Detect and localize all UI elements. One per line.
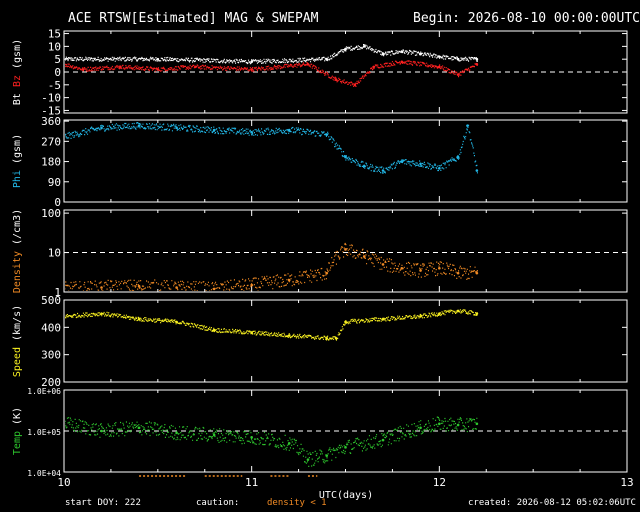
x-tick-label: 13	[620, 476, 633, 489]
y-tick-label: 1.0E+04	[27, 469, 61, 478]
panel-phi: 360 270 180 90 0 Phi (gsm)	[12, 115, 628, 209]
data-point	[212, 433, 216, 437]
series-scatter	[65, 122, 478, 174]
data-point	[137, 124, 141, 127]
y-tick-label: 1.0E+05	[27, 428, 61, 437]
panel-frame	[63, 299, 628, 383]
y-axis-label: Density (/cm3)	[12, 209, 23, 293]
y-axis-label-part: (K)	[12, 407, 23, 431]
data-point	[344, 248, 347, 251]
y-tick-label: -10	[41, 92, 61, 105]
y-tick-label: 10	[48, 40, 61, 53]
series-scatter	[65, 60, 478, 87]
y-tick-label: 10	[48, 247, 61, 260]
series-scatter	[65, 309, 478, 341]
y-tick-label: 1.0E+06	[27, 387, 61, 396]
series-density	[65, 242, 479, 291]
y-tick-label: 100	[41, 207, 61, 220]
data-point	[100, 286, 103, 289]
y-tick-label: 500	[41, 294, 61, 307]
data-point	[137, 284, 141, 288]
y-axis-label: Speed (km/s)	[12, 305, 23, 377]
data-point	[419, 162, 422, 166]
y-tick-label: 15	[48, 28, 61, 41]
y-tick-label: 5	[54, 53, 61, 66]
y-axis-label-part: Temp	[12, 431, 23, 455]
data-point	[438, 266, 441, 270]
panel-frame	[63, 119, 628, 203]
series-bt	[65, 44, 479, 65]
begin-time: Begin: 2026-08-10 00:00:00UTC	[413, 11, 640, 26]
y-axis-label: Bt Bz (gsm)	[12, 39, 23, 105]
series-scatter	[65, 242, 478, 291]
y-axis-label: Temp (K)	[12, 407, 23, 455]
y-axis-label-part: Bz	[12, 75, 23, 93]
x-tick-label: 11	[245, 476, 258, 489]
series-scatter	[65, 416, 478, 467]
panel-frame	[63, 209, 628, 293]
data-point	[65, 136, 66, 138]
start-doy: start DOY: 222	[65, 498, 141, 508]
y-tick-label: 0	[54, 196, 61, 209]
data-point	[175, 126, 178, 130]
data-point	[325, 271, 329, 275]
y-tick-label: 180	[41, 156, 61, 169]
panel-density: 100 10 1 Density (/cm3)	[12, 207, 628, 299]
series-scatter	[65, 44, 478, 65]
plot-title: ACE RTSW[Estimated] MAG & SWEPAM	[68, 11, 319, 26]
y-tick-label: 270	[41, 135, 61, 148]
x-tick-label: 12	[433, 476, 446, 489]
data-point	[381, 169, 385, 172]
y-tick-label: -15	[41, 104, 61, 117]
data-point	[419, 269, 422, 272]
y-axis-label-part: (gsm)	[12, 39, 23, 75]
x-tick-label: 10	[57, 476, 70, 489]
series-bz	[65, 60, 479, 87]
data-point	[475, 169, 479, 172]
data-point	[438, 422, 441, 426]
panel-speed: 500 400 300 200 Speed (km/s)	[12, 294, 628, 389]
series-phi	[65, 122, 479, 174]
data-point	[65, 422, 66, 425]
y-tick-label: 1	[54, 286, 61, 299]
y-axis-label: Phi (gsm)	[12, 134, 23, 188]
y-tick-label: 300	[41, 349, 61, 362]
y-axis-label-part: (/cm3)	[12, 209, 23, 251]
created-time: created: 2026-08-12 05:02:06UTC	[468, 498, 636, 508]
y-tick-label: -5	[48, 79, 61, 92]
data-point	[419, 426, 422, 430]
y-axis-label-part: Speed	[12, 347, 23, 377]
data-point	[100, 429, 103, 433]
y-tick-label: 200	[41, 376, 61, 389]
y-tick-label: 400	[41, 321, 61, 334]
density-note: density < 1	[267, 498, 327, 508]
panel-temp: 1.0E+06 1.0E+05 1.0E+04 Temp (K)	[12, 387, 628, 478]
data-point	[475, 57, 479, 61]
y-tick-label: 90	[48, 176, 61, 189]
x-axis-label: UTC(days)	[319, 490, 373, 501]
data-point	[250, 436, 253, 439]
data-point	[306, 458, 310, 461]
y-axis-label-part: (km/s)	[12, 305, 23, 347]
y-axis-label-part: Density	[12, 251, 23, 293]
data-point	[287, 442, 291, 445]
caution-label: caution:	[196, 498, 240, 508]
y-axis-label-part: (gsm)	[12, 134, 23, 170]
y-axis-label-part: Phi	[12, 170, 23, 188]
series-temp	[65, 416, 479, 467]
y-axis-label-part: Bt	[12, 93, 23, 105]
y-tick-label: 0	[54, 66, 61, 79]
data-point	[381, 438, 385, 442]
y-tick-label: 360	[41, 115, 61, 128]
series-speed	[65, 309, 479, 341]
data-point	[175, 431, 178, 435]
